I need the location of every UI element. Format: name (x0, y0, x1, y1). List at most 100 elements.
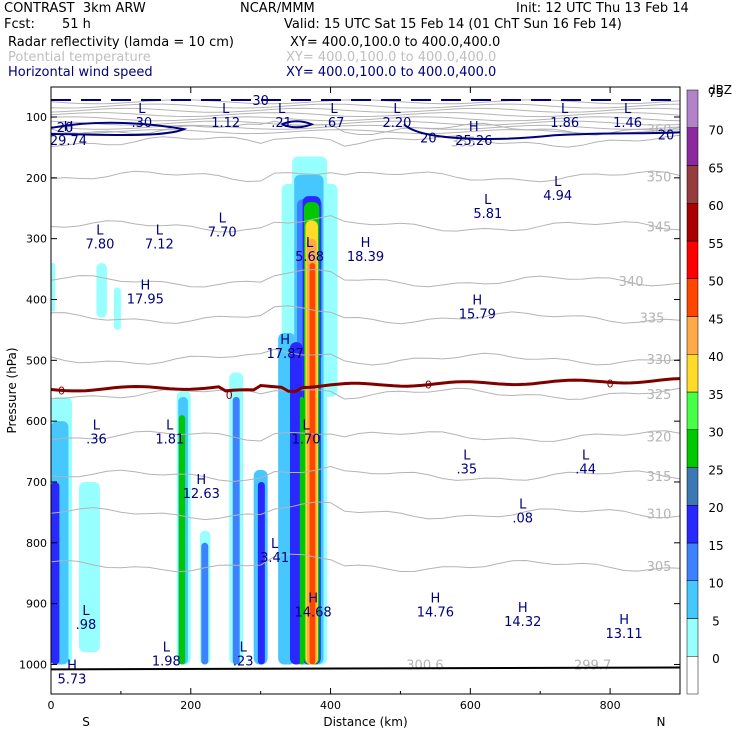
theta-line-330 (51, 348, 680, 366)
colorbar-swatch-50 (686, 278, 699, 317)
colorbar-swatch-65 (686, 165, 699, 204)
theta-line-320 (51, 430, 680, 442)
y-tick-label: 1000 (19, 658, 47, 671)
extremum-value: 14.68 (294, 606, 331, 621)
extremum-value: .67 (324, 116, 345, 131)
colorbar-label-55: 55 (708, 237, 723, 251)
extremum-type: L (463, 449, 471, 464)
theta-line-305 (51, 553, 680, 573)
colorbar-swatch-5 (686, 618, 699, 657)
theta-label-350: 350 (647, 171, 672, 186)
extremum-type: L (561, 102, 569, 117)
extremum-type: L (96, 224, 104, 239)
radar-core-darkblue (290, 342, 303, 665)
colorbar-label-25: 25 (708, 463, 723, 477)
radar-lowcell-west-core (51, 481, 60, 665)
colorbar-swatch-55 (686, 240, 699, 279)
wind-contour-label: 20 (658, 129, 675, 144)
extremum-value: 17.95 (127, 292, 164, 307)
theta-line-335 (51, 305, 680, 325)
extremum-type: L (278, 102, 286, 117)
theta-contours: 360355350345340335330325320315310305300.… (51, 99, 680, 673)
plot-frame (50, 86, 681, 695)
extremum-value: 25.26 (455, 134, 492, 149)
south-label: S (82, 715, 90, 729)
radar-lowcell-west2 (78, 481, 100, 653)
theta-label-360: 360 (647, 123, 672, 138)
theta-line-upper (51, 112, 680, 118)
theta-line-upper (51, 107, 680, 113)
theta-label-300.6: 300.6 (406, 658, 443, 673)
colorbar-label-10: 10 (708, 577, 723, 591)
extremum-type: H (430, 592, 440, 607)
colorbar-label-20: 20 (708, 501, 723, 515)
extremum-type: H (280, 333, 290, 348)
extremum-value: 5.68 (295, 250, 324, 265)
extremum-type: H (308, 592, 318, 607)
extrema-labels: L.30L1.12L.21L.67L2.20L1.86L1.46H29.74H2… (50, 102, 643, 688)
colorbar-label-75: 75 (708, 86, 723, 100)
extremum-type: L (582, 449, 590, 464)
theta-line-325 (51, 387, 680, 400)
forecast-label: Fcst: (4, 17, 35, 32)
colorbar-label-40: 40 (708, 350, 723, 364)
extremum-type: H (196, 473, 206, 488)
extremum-value: .98 (76, 618, 97, 633)
extremum-type: L (302, 418, 310, 433)
field-theta-xy: XY= 400.0,100.0 to 400.0,400.0 (286, 50, 497, 65)
zero-contour-label: 0 (425, 379, 432, 392)
extremum-value: .30 (132, 116, 153, 131)
radar-core-red (309, 262, 316, 665)
zero-contour-label: 0 (58, 385, 65, 398)
extremum-value: 4.94 (543, 189, 572, 204)
x-tick-label: 600 (460, 699, 481, 712)
field-reflectivity-name: Radar reflectivity (lamda = 10 cm) (8, 35, 234, 50)
theta-label-320: 320 (647, 430, 672, 445)
extremum-value: 17.87 (267, 347, 304, 362)
extremum-type: L (519, 497, 527, 512)
extremum-value: 7.12 (145, 238, 174, 253)
colorbar-label-5: 5 (712, 614, 720, 628)
theta-line-upper (51, 116, 680, 122)
theta-line-350 (51, 170, 680, 183)
colorbar-swatch-60 (686, 203, 699, 242)
colorbar-label-65: 65 (708, 161, 723, 175)
extremum-value: 5.81 (473, 207, 502, 222)
extremum-value: 18.39 (347, 250, 384, 265)
radar-core-green-west (299, 396, 304, 665)
extremum-value: 1.81 (155, 432, 184, 447)
field-wind-xy: XY= 400.0,100.0 to 400.0,400.0 (286, 65, 497, 80)
extremum-type: L (554, 175, 562, 190)
theta-line-355 (51, 134, 680, 148)
colorbar-label-0: 0 (712, 652, 720, 666)
plot-area (51, 87, 680, 694)
colorbar-label-30: 30 (708, 426, 723, 440)
colorbar-swatch-75 (686, 89, 699, 128)
extremum-value: 1.70 (292, 432, 321, 447)
radar-cell-4-core (257, 481, 265, 665)
colorbar-swatch-15 (686, 542, 699, 581)
y-tick-label: 300 (26, 233, 47, 246)
field-theta-name: Potential temperature (8, 50, 151, 65)
theta-line-upper (51, 124, 680, 130)
theta-label-340: 340 (619, 275, 644, 290)
model-title: CONTRAST 3km ARW (4, 1, 146, 16)
extremum-value: 13.11 (605, 627, 642, 642)
extremum-value: 1.98 (152, 654, 181, 669)
x-tick-label: 800 (600, 699, 621, 712)
wind-contour-20-west (51, 121, 188, 137)
extremum-value: 1.46 (613, 116, 642, 131)
wind-contour-label: 20 (57, 121, 74, 136)
theta-label-310: 310 (647, 508, 672, 523)
extremum-value: 2.20 (382, 116, 411, 131)
radar-west-fringe (51, 262, 56, 312)
radar-cell-3 (232, 396, 240, 665)
radar-cell-2 (201, 542, 209, 665)
extremum-type: L (166, 418, 174, 433)
y-tick-label: 600 (26, 415, 47, 428)
colorbar-swatch-20 (686, 505, 699, 544)
colorbar-swatch-70 (686, 127, 699, 166)
wind-contour-20-east (403, 123, 680, 140)
y-tick-label: 900 (26, 598, 47, 611)
